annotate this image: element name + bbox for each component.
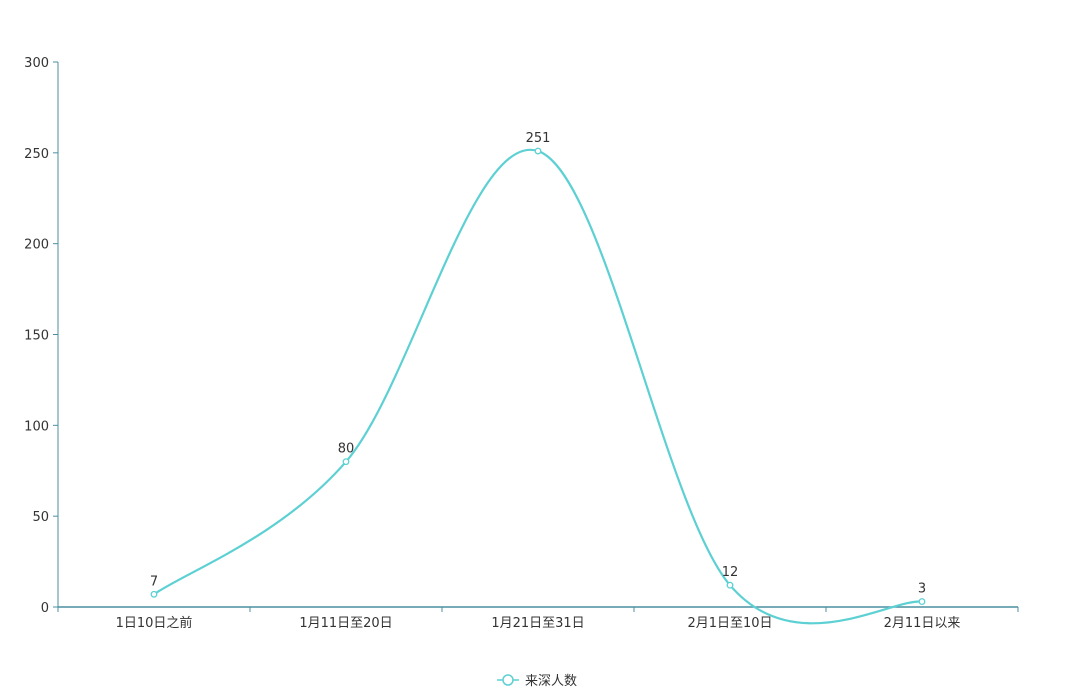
data-point xyxy=(150,590,158,598)
data-point xyxy=(918,598,926,605)
series-line xyxy=(153,148,923,625)
data-label: 12 xyxy=(722,565,739,580)
y-tick-label: 100 xyxy=(24,419,49,434)
data-label: 3 xyxy=(918,582,926,597)
y-tick-label: 250 xyxy=(24,147,49,162)
x-tick-label: 1月21日至31日 xyxy=(491,616,584,631)
data-label: 80 xyxy=(338,442,355,457)
x-tick-label: 1日10日之前 xyxy=(116,615,193,631)
y-tick-label: 300 xyxy=(24,56,49,71)
legend-marker-icon xyxy=(502,674,514,686)
x-tick-label: 2月11日以来 xyxy=(884,616,961,631)
legend-label: 来深人数 xyxy=(525,674,577,689)
x-tick-label: 2月1日至10日 xyxy=(687,616,772,631)
data-label: 7 xyxy=(150,574,158,589)
y-tick-label: 200 xyxy=(24,238,49,253)
data-point xyxy=(726,581,734,589)
y-tick-label: 150 xyxy=(24,329,49,344)
data-point xyxy=(342,458,350,466)
y-tick-label: 0 xyxy=(41,601,49,616)
data-point xyxy=(534,147,542,155)
x-tick-label: 1月11日至20日 xyxy=(299,616,392,631)
y-tick-label: 50 xyxy=(32,510,49,525)
data-label: 251 xyxy=(526,131,551,146)
